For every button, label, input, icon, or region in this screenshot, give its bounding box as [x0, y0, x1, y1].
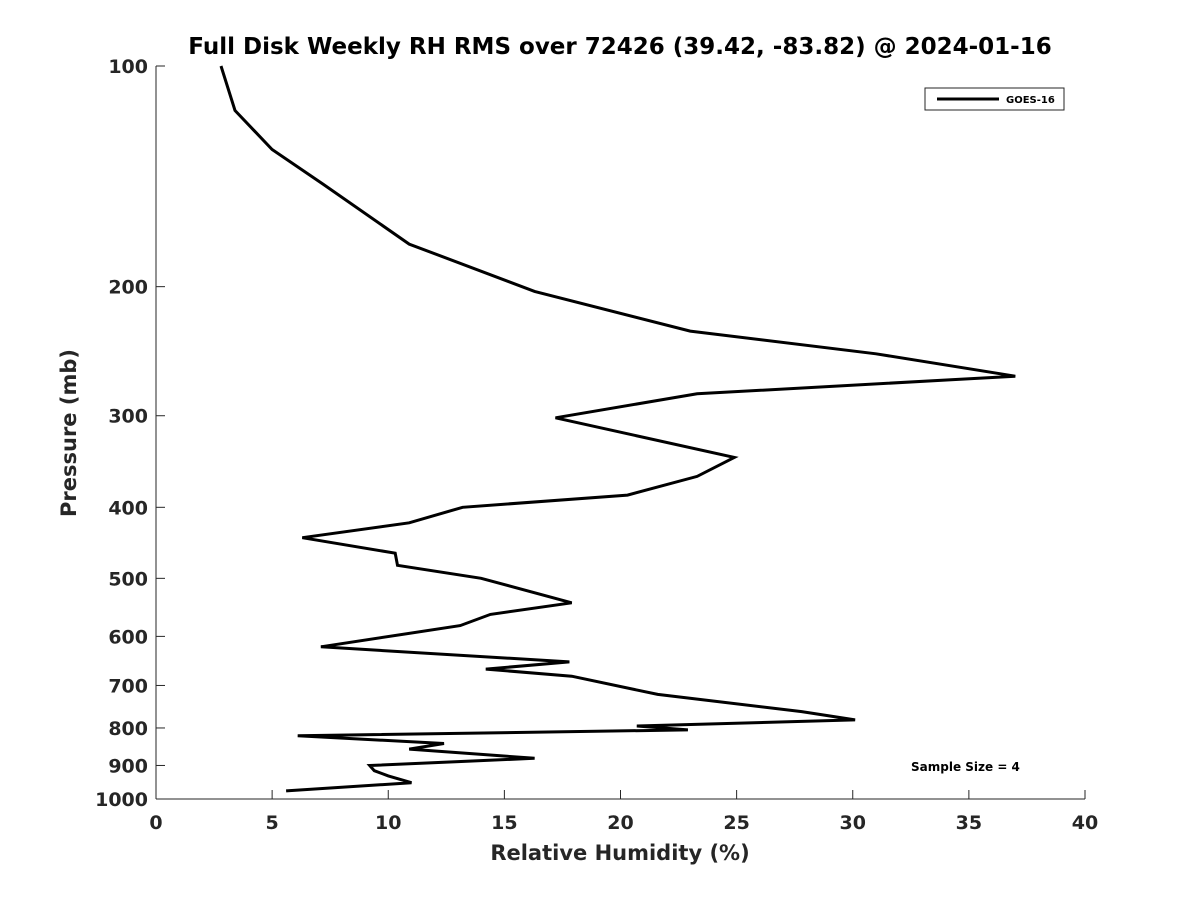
y-tick-label: 800: [108, 718, 148, 740]
y-tick-label: 1000: [95, 789, 148, 811]
chart-title: Full Disk Weekly RH RMS over 72426 (39.4…: [188, 34, 1051, 60]
y-tick-label: 200: [108, 277, 148, 299]
x-axis-ticks: 0 5 10 15 20 25 30 35 40: [149, 790, 1098, 834]
y-tick-label: 600: [108, 626, 148, 648]
x-tick-label: 0: [149, 812, 162, 834]
legend: GOES-16: [924, 87, 1065, 111]
x-tick-label: 15: [491, 812, 517, 834]
y-axis-label: Pressure (mb): [57, 349, 81, 517]
y-tick-label: 500: [108, 568, 148, 590]
y-tick-label: 300: [108, 406, 148, 428]
x-tick-label: 20: [607, 812, 633, 834]
x-tick-label: 25: [723, 812, 749, 834]
series-line-goes-16: [219, 65, 1016, 793]
x-axis-label: Relative Humidity (%): [490, 841, 749, 865]
x-tick-label: 10: [375, 812, 401, 834]
x-tick-label: 40: [1072, 812, 1098, 834]
y-tick-label: 400: [108, 497, 148, 519]
x-tick-label: 35: [956, 812, 982, 834]
y-axis-ticks: 100 200 300 400 500 600 700 800 900 1000: [95, 56, 165, 811]
y-tick-label: 900: [108, 755, 148, 777]
x-tick-label: 30: [840, 812, 866, 834]
x-tick-label: 5: [266, 812, 279, 834]
y-tick-label: 700: [108, 675, 148, 697]
legend-label-goes-16: GOES-16: [1006, 95, 1055, 106]
sample-size-annotation: Sample Size = 4: [911, 760, 1020, 774]
y-tick-label: 100: [108, 56, 148, 78]
